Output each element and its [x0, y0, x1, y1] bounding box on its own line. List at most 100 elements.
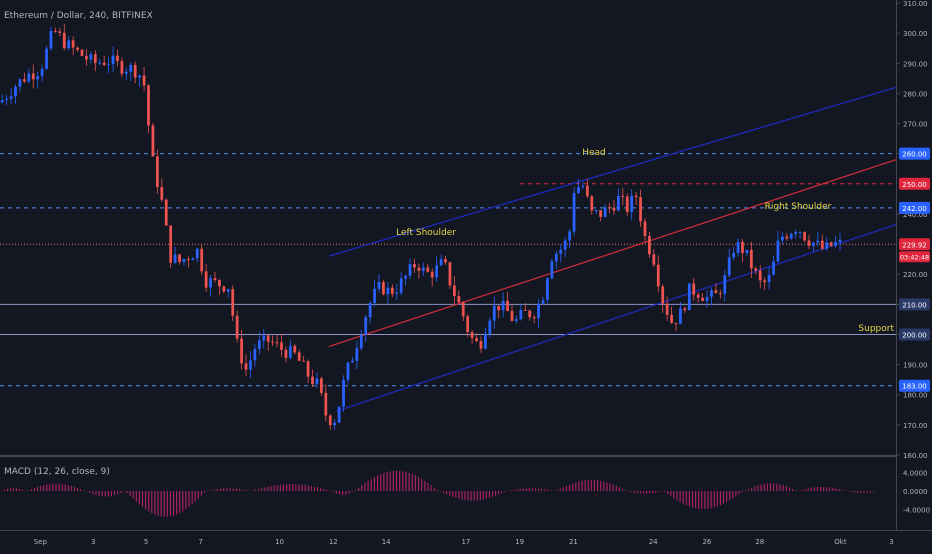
candle-bear — [218, 279, 221, 287]
candle-bull — [559, 249, 563, 254]
candle-bear — [413, 264, 416, 268]
candle-bear — [320, 378, 323, 393]
candle-bull — [355, 348, 359, 361]
candle-bull — [488, 320, 492, 334]
candle-bear — [293, 345, 297, 353]
candle-bull — [195, 248, 199, 259]
price-tick-label: 170.00 — [903, 422, 928, 430]
candle-bear — [426, 267, 430, 272]
candle-bear — [54, 30, 57, 32]
candle-bull — [27, 73, 31, 82]
price-tick-label: 290.00 — [903, 60, 928, 68]
price-tick-label: 280.00 — [903, 90, 928, 98]
candle-bear — [803, 232, 806, 241]
candle-bull — [501, 300, 505, 311]
time-tick-label: 24 — [649, 538, 658, 546]
candlestick-series — [0, 23, 842, 431]
time-tick-label: 5 — [144, 538, 148, 546]
candle-bull — [838, 239, 842, 243]
price-badge — [899, 201, 930, 214]
candle-bull — [812, 242, 815, 246]
macd-axis[interactable]: 4.0000 0.0000 -4.0000 — [903, 470, 930, 515]
candle-bear — [169, 225, 173, 263]
candle-bear — [510, 311, 514, 321]
candle-bear — [590, 196, 594, 211]
candle-bull — [736, 241, 740, 253]
candle-bull — [98, 62, 102, 64]
price-badge — [899, 298, 930, 311]
candle-bear — [76, 47, 79, 50]
annotation-right-shoulder: Right Shoulder — [765, 202, 832, 212]
time-tick-label: 3 — [91, 538, 95, 546]
candle-bear — [479, 341, 483, 349]
candle-bull — [111, 55, 115, 65]
price-badge — [899, 328, 930, 341]
candle-bear — [187, 259, 190, 261]
candle-bear — [324, 392, 328, 416]
candle-bull — [767, 274, 771, 283]
candle-bull — [346, 362, 350, 380]
candle-bull — [5, 98, 9, 101]
time-axis[interactable]: Sep 3 5 7 10 12 14 17 19 21 24 26 28 Okt 3 — [0, 530, 932, 547]
candle-bear — [807, 240, 811, 246]
price-tick-label: 190.00 — [903, 362, 928, 370]
price-badge-label: 229.92 — [902, 241, 927, 249]
candle-bear — [532, 317, 536, 319]
candle-bear — [506, 300, 509, 312]
candle-bull — [45, 48, 48, 69]
countdown-badge — [899, 251, 930, 263]
annotation-support: Support — [858, 324, 894, 334]
candle-bull — [745, 249, 749, 254]
candle-bear — [235, 315, 239, 339]
candle-bear — [133, 64, 137, 78]
candle-bear — [621, 195, 625, 197]
candle-bull — [594, 210, 598, 212]
candle-bull — [825, 242, 829, 249]
candle-bull — [49, 30, 53, 49]
trend-channel — [328, 86, 897, 412]
candle-bear — [23, 79, 26, 82]
candle-bull — [630, 195, 634, 212]
price-tick-label: 310.00 — [903, 0, 928, 8]
candle-bull — [772, 261, 775, 275]
candle-bull — [581, 185, 585, 188]
candle-bear — [200, 248, 204, 272]
candle-bear — [142, 75, 146, 86]
candle-bear — [417, 267, 421, 271]
candle-bear — [475, 338, 478, 342]
time-tick-label: 7 — [198, 538, 202, 546]
candle-bull — [816, 240, 820, 243]
candle-bear — [741, 241, 744, 254]
candle-bull — [182, 259, 186, 263]
annotation-left-shoulder: Left Shoulder — [396, 228, 456, 238]
annotation-head: Head — [582, 148, 606, 158]
candle-bull — [537, 303, 540, 319]
candle-bear — [222, 286, 226, 292]
price-badge — [899, 147, 930, 160]
candle-bear — [204, 271, 208, 288]
candle-bear — [639, 197, 642, 222]
candle-bear — [116, 55, 119, 61]
candle-bear — [457, 296, 461, 303]
price-badge-label: 210.00 — [902, 301, 927, 309]
candle-bull — [408, 264, 412, 276]
candle-bear — [164, 199, 168, 226]
candle-bear — [178, 254, 181, 263]
candle-bull — [333, 422, 337, 426]
candle-bull — [124, 71, 128, 74]
trendline-red-channel — [328, 159, 897, 348]
macd-title: MACD (12, 26, close, 9) — [4, 467, 110, 477]
candle-bear — [692, 283, 696, 295]
symbol-title: Ethereum / Dollar, 240, BITFINEX — [4, 11, 153, 21]
candle-bull — [18, 79, 22, 87]
price-badge-label: 200.00 — [902, 331, 927, 339]
candle-bear — [466, 316, 470, 333]
candle-bull — [262, 335, 266, 341]
price-badge-label: 260.00 — [902, 151, 927, 159]
time-tick-label: 19 — [515, 538, 524, 546]
candle-bull — [568, 231, 571, 241]
candle-bull — [399, 278, 403, 293]
trendline-upper-channel — [328, 86, 897, 257]
candle-bear — [665, 303, 669, 315]
